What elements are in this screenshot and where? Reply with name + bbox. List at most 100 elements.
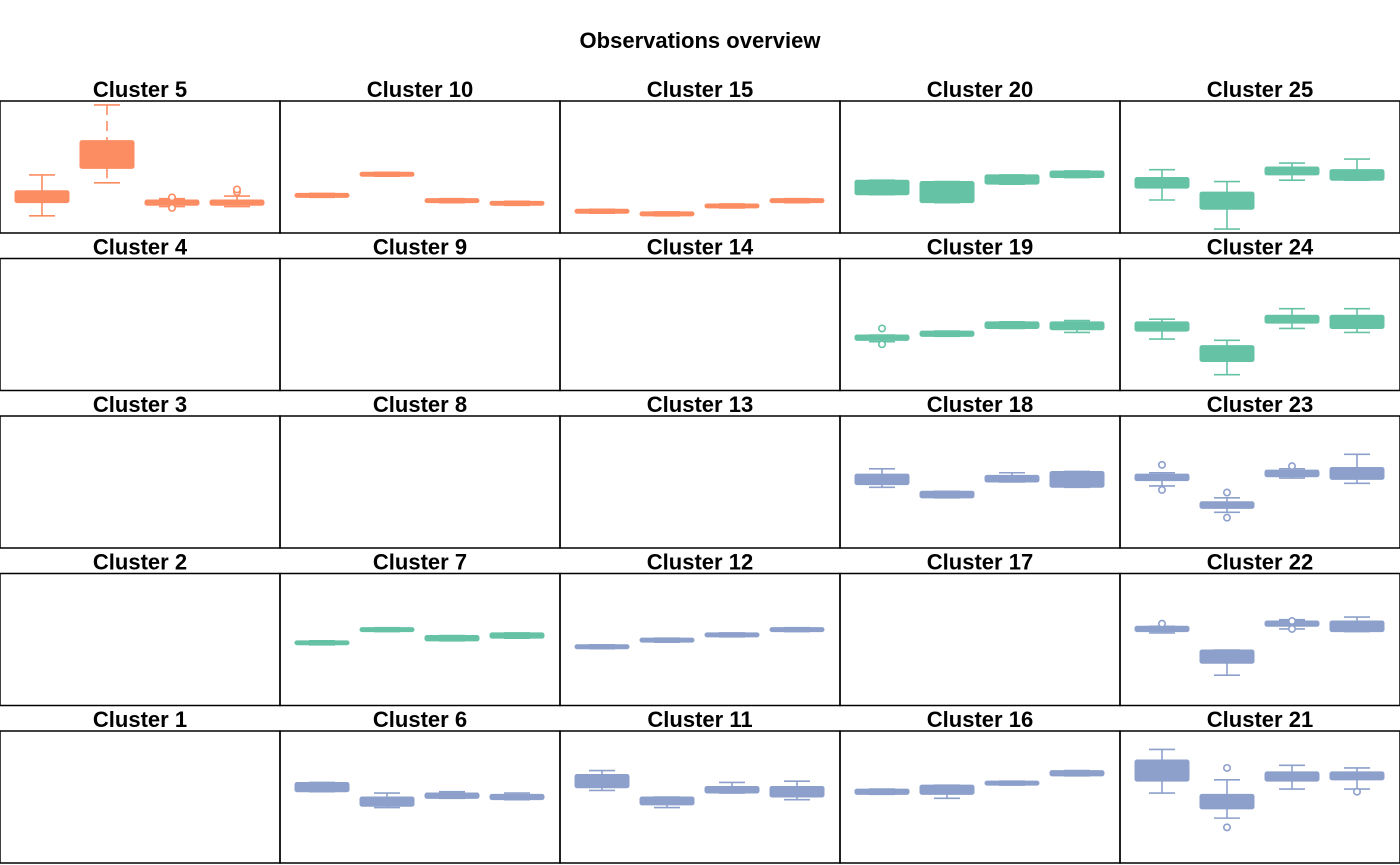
boxplot-mark bbox=[359, 792, 415, 809]
boxplot-mark bbox=[769, 197, 825, 204]
panel-title: Cluster 17 bbox=[927, 550, 1033, 575]
boxplot-mark bbox=[704, 632, 760, 638]
outlier-point bbox=[877, 324, 886, 333]
boxplot-mark bbox=[489, 792, 545, 801]
panel-frame bbox=[839, 572, 1121, 707]
panel-cluster-11: Cluster 11 bbox=[559, 707, 841, 864]
panel-cluster-7: Cluster 7 bbox=[279, 550, 561, 707]
boxplot-mark bbox=[1199, 339, 1255, 376]
boxplot-mark bbox=[294, 781, 350, 793]
panel-title: Cluster 1 bbox=[93, 707, 187, 732]
panel-cluster-1: Cluster 1 bbox=[0, 707, 281, 864]
outlier-point bbox=[168, 193, 177, 202]
boxplot-mark bbox=[704, 203, 760, 209]
panel-frame bbox=[279, 572, 561, 707]
outlier-point bbox=[877, 340, 886, 349]
panel-cluster-19: Cluster 19 bbox=[839, 235, 1121, 392]
boxplot-mark bbox=[424, 634, 480, 642]
boxplot-mark bbox=[359, 171, 415, 178]
panel-title: Cluster 7 bbox=[373, 550, 467, 575]
panel-frame bbox=[559, 257, 841, 392]
panel-title: Cluster 25 bbox=[1207, 77, 1313, 102]
panel-cluster-8: Cluster 8 bbox=[279, 392, 561, 549]
outlier-point bbox=[1158, 460, 1167, 469]
boxplot-mark bbox=[984, 471, 1040, 483]
boxplot-mark bbox=[769, 780, 825, 801]
panel-frame bbox=[279, 415, 561, 549]
boxplot-mark bbox=[1264, 617, 1320, 633]
panel-frame bbox=[1119, 415, 1400, 549]
boxplot-mark bbox=[1199, 763, 1255, 832]
boxplot-mark bbox=[854, 324, 910, 349]
boxplot-mark bbox=[1264, 462, 1320, 479]
panel-title: Cluster 4 bbox=[93, 235, 188, 260]
panel-cluster-13: Cluster 13 bbox=[559, 392, 841, 549]
outlier-point bbox=[233, 185, 242, 194]
boxplot-mark bbox=[294, 640, 350, 646]
panel-title: Cluster 23 bbox=[1207, 392, 1313, 417]
boxplot-mark bbox=[144, 193, 200, 212]
outlier-point bbox=[1288, 624, 1297, 633]
boxplot-mark bbox=[984, 174, 1040, 185]
panel-frame bbox=[559, 415, 841, 549]
panel-title: Cluster 6 bbox=[373, 707, 467, 732]
boxplot-mark bbox=[79, 104, 135, 184]
panel-title: Cluster 22 bbox=[1207, 550, 1313, 575]
boxplot-mark bbox=[639, 211, 695, 217]
panel-cluster-9: Cluster 9 bbox=[279, 235, 561, 392]
panel-frame bbox=[279, 257, 561, 392]
panel-title: Cluster 19 bbox=[927, 235, 1033, 260]
panel-frame bbox=[839, 730, 1121, 864]
panel-title: Cluster 10 bbox=[367, 77, 473, 102]
panel-frame bbox=[1119, 730, 1400, 864]
boxplot-mark bbox=[1329, 158, 1385, 181]
outlier-point bbox=[1158, 619, 1167, 628]
panels-grid: Cluster 5 Cluster 10 Cluster 15 Cluster 20 C… bbox=[0, 77, 1400, 864]
panel-title: Cluster 13 bbox=[647, 392, 753, 417]
chart-title: Observations overview bbox=[580, 28, 822, 53]
panel-title: Cluster 5 bbox=[93, 77, 187, 102]
boxplot-mark bbox=[984, 780, 1040, 786]
panel-cluster-3: Cluster 3 bbox=[0, 392, 281, 549]
panel-cluster-4: Cluster 4 bbox=[0, 235, 281, 392]
panel-frame bbox=[279, 100, 561, 234]
panel-title: Cluster 2 bbox=[93, 550, 187, 575]
boxplot-mark bbox=[574, 208, 630, 214]
boxplot-mark bbox=[639, 637, 695, 643]
boxplot-mark bbox=[919, 180, 975, 204]
panel-frame bbox=[1119, 257, 1400, 392]
panel-frame bbox=[839, 100, 1121, 234]
boxplot-mark bbox=[1134, 619, 1190, 634]
panel-cluster-22: Cluster 22 bbox=[1119, 550, 1400, 707]
boxplot-mark bbox=[854, 179, 910, 196]
outlier-point bbox=[168, 203, 177, 212]
panel-frame bbox=[0, 415, 281, 549]
panel-title: Cluster 9 bbox=[373, 235, 467, 260]
panel-title: Cluster 12 bbox=[647, 550, 753, 575]
panel-title: Cluster 15 bbox=[647, 77, 753, 102]
boxplot-mark bbox=[1264, 162, 1320, 181]
boxplot-mark bbox=[1049, 170, 1105, 179]
panel-title: Cluster 16 bbox=[927, 707, 1033, 732]
panel-cluster-25: Cluster 25 bbox=[1119, 77, 1400, 234]
boxplot-mark bbox=[1134, 318, 1190, 340]
outlier-point bbox=[1158, 485, 1167, 494]
panel-cluster-15: Cluster 15 bbox=[559, 77, 841, 234]
panel-frame bbox=[0, 730, 281, 864]
panel-cluster-21: Cluster 21 bbox=[1119, 707, 1400, 864]
boxplot-mark bbox=[489, 200, 545, 207]
panel-title: Cluster 8 bbox=[373, 392, 467, 417]
boxplot-mark bbox=[639, 796, 695, 809]
boxplot-mark bbox=[1329, 616, 1385, 633]
boxplot-mark bbox=[704, 781, 760, 794]
outlier-point bbox=[1223, 513, 1232, 522]
panel-cluster-23: Cluster 23 bbox=[1119, 392, 1400, 549]
boxplot-mark bbox=[294, 192, 350, 199]
panel-frame bbox=[1119, 572, 1400, 707]
boxplot-mark bbox=[1134, 168, 1190, 201]
panel-frame bbox=[559, 572, 841, 707]
panel-cluster-14: Cluster 14 bbox=[559, 235, 841, 392]
boxplot-mark bbox=[854, 467, 910, 489]
panel-cluster-2: Cluster 2 bbox=[0, 550, 281, 707]
